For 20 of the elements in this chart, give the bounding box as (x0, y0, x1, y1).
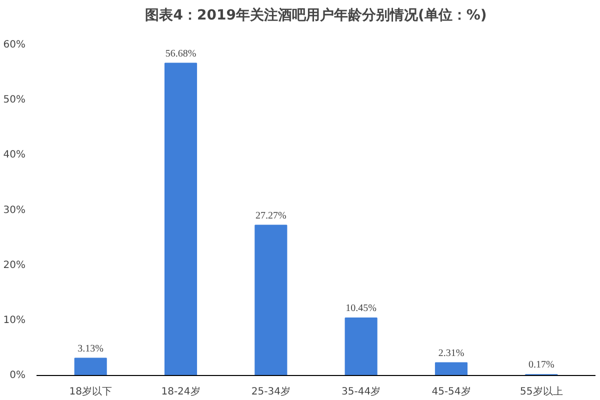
y-tick-label: 30% (3, 204, 26, 216)
data-label: 56.68% (165, 48, 196, 60)
x-tick-label: 45-54岁 (432, 386, 471, 398)
x-tick-label: 18-24岁 (161, 386, 200, 398)
data-label: 2.31% (438, 348, 464, 359)
x-tick-label: 18岁以下 (69, 386, 112, 398)
data-label: 0.17% (528, 360, 554, 371)
y-tick-label: 10% (3, 314, 26, 326)
x-tick-label: 55岁以上 (520, 386, 563, 398)
y-tick-label: 60% (3, 40, 26, 51)
x-tick-label: 25-34岁 (251, 386, 290, 398)
y-tick-label: 50% (3, 94, 26, 106)
x-tick-label: 35-44岁 (342, 386, 381, 398)
y-tick-label: 0% (10, 370, 26, 381)
chart-title: 图表4：2019年关注酒吧用户年龄分别情况(单位：%) (145, 6, 487, 24)
data-label: 10.45% (346, 302, 377, 314)
y-tick-label: 20% (3, 260, 26, 271)
data-label: 3.13% (78, 343, 104, 354)
data-label: 27.27% (256, 210, 286, 222)
y-tick-label: 40% (3, 150, 26, 161)
